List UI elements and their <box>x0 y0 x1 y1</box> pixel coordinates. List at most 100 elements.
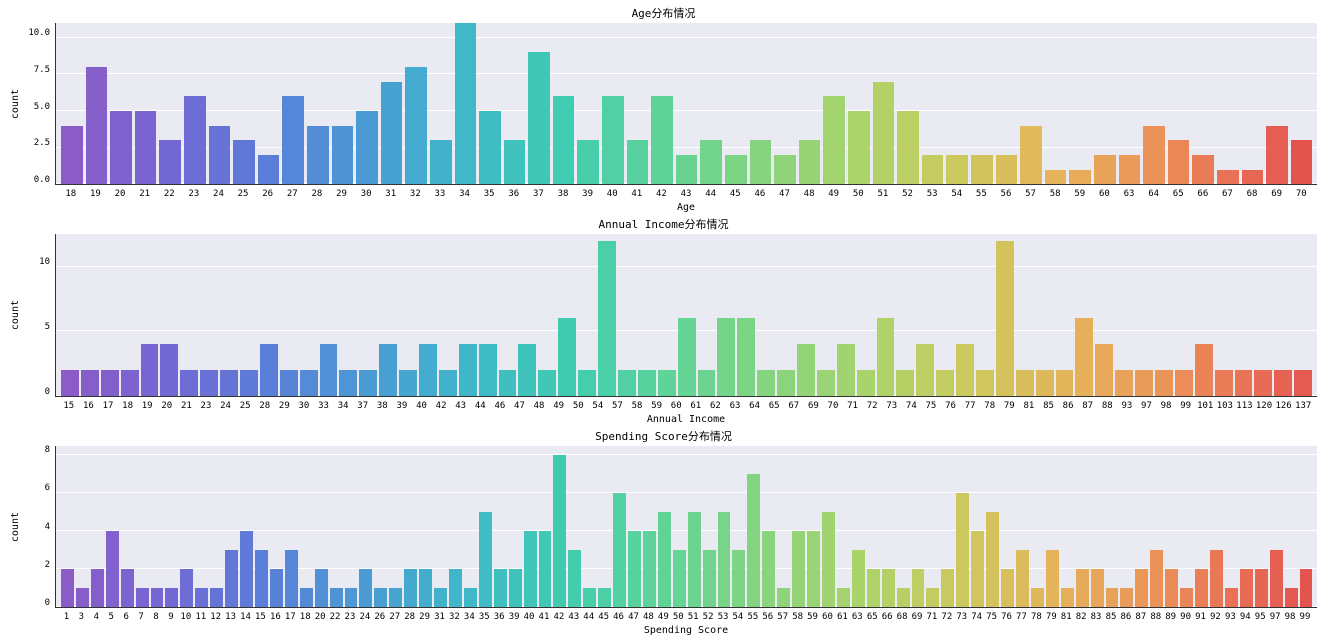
plot-area <box>55 446 1317 608</box>
x-tick: 67 <box>1217 189 1239 199</box>
bar <box>359 370 377 396</box>
x-tick: 48 <box>642 612 655 622</box>
bar <box>106 531 119 607</box>
plot-area <box>55 23 1317 185</box>
x-tick: 69 <box>911 612 924 622</box>
x-tick: 50 <box>848 189 870 199</box>
x-tick: 51 <box>687 612 700 622</box>
bar <box>867 569 880 607</box>
y-tick: 7.5 <box>34 65 50 75</box>
bar <box>912 569 925 607</box>
x-tick: 28 <box>306 189 328 199</box>
bar <box>1119 155 1141 184</box>
x-tick: 66 <box>881 612 894 622</box>
x-tick: 52 <box>702 612 715 622</box>
x-tick: 79 <box>1001 401 1019 411</box>
bar <box>345 588 358 607</box>
x-tick: 52 <box>897 189 919 199</box>
bar <box>897 111 919 184</box>
x-tick: 50 <box>569 401 587 411</box>
x-tick: 44 <box>700 189 722 199</box>
bar <box>455 23 477 184</box>
x-axis: 1819202122232425262728293031323334353637… <box>55 185 1317 199</box>
x-tick: 95 <box>1254 612 1267 622</box>
bar <box>807 531 820 607</box>
bar <box>399 370 417 396</box>
bar <box>101 370 119 396</box>
x-tick: 67 <box>785 401 803 411</box>
bar <box>356 111 378 184</box>
x-tick: 48 <box>798 189 820 199</box>
x-tick: 49 <box>550 401 568 411</box>
x-tick: 54 <box>589 401 607 411</box>
chart-income: Annual Income分布情况count051015161718192021… <box>10 216 1317 424</box>
bar <box>797 344 815 396</box>
x-tick: 15 <box>60 401 78 411</box>
bar <box>1235 370 1253 396</box>
bar <box>121 370 139 396</box>
x-tick: 46 <box>491 401 509 411</box>
x-tick: 23 <box>183 189 205 199</box>
bar <box>280 370 298 396</box>
bar <box>379 344 397 396</box>
bar <box>1016 550 1029 607</box>
bar <box>61 569 74 607</box>
x-tick: 76 <box>942 401 960 411</box>
x-tick: 27 <box>281 189 303 199</box>
x-tick: 92 <box>1209 612 1222 622</box>
bar <box>1294 370 1312 396</box>
x-tick: 98 <box>1284 612 1297 622</box>
x-tick: 30 <box>355 189 377 199</box>
bar <box>857 370 875 396</box>
x-tick: 39 <box>577 189 599 199</box>
x-tick: 19 <box>85 189 107 199</box>
bar <box>837 344 855 396</box>
bar <box>568 550 581 607</box>
x-tick: 1 <box>60 612 73 622</box>
bar <box>479 111 501 184</box>
bar <box>307 126 329 185</box>
x-tick: 93 <box>1118 401 1136 411</box>
bar <box>1254 370 1272 396</box>
x-tick: 54 <box>946 189 968 199</box>
bar <box>848 111 870 184</box>
x-tick: 38 <box>374 401 392 411</box>
x-tick: 65 <box>1167 189 1189 199</box>
bar <box>1168 140 1190 184</box>
bar <box>300 370 318 396</box>
x-tick: 17 <box>284 612 297 622</box>
bar <box>332 126 354 185</box>
y-tick: 2 <box>45 560 50 570</box>
bar <box>121 569 134 607</box>
x-tick: 24 <box>208 189 230 199</box>
bar <box>449 569 462 607</box>
x-tick: 37 <box>354 401 372 411</box>
x-tick: 47 <box>774 189 796 199</box>
bar <box>1036 370 1054 396</box>
x-tick: 18 <box>119 401 137 411</box>
x-tick: 44 <box>471 401 489 411</box>
x-tick: 27 <box>388 612 401 622</box>
bar <box>956 344 974 396</box>
bar <box>1242 170 1264 185</box>
bar <box>792 531 805 607</box>
x-tick: 57 <box>609 401 627 411</box>
bar <box>61 370 79 396</box>
bar <box>524 531 537 607</box>
x-tick: 30 <box>295 401 313 411</box>
bar <box>976 370 994 396</box>
bar <box>381 82 403 185</box>
y-axis-label: count <box>10 300 25 330</box>
x-tick: 81 <box>1020 401 1038 411</box>
x-tick: 75 <box>985 612 998 622</box>
x-axis: 1516171819202123242528293033343738394042… <box>55 397 1317 411</box>
bar <box>1274 370 1292 396</box>
x-tick: 23 <box>197 401 215 411</box>
x-tick: 45 <box>597 612 610 622</box>
bar <box>1045 170 1067 185</box>
chart-title: Spending Score分布情况 <box>10 428 1317 444</box>
x-tick: 74 <box>903 401 921 411</box>
bar <box>255 550 268 607</box>
x-tick: 29 <box>418 612 431 622</box>
x-tick: 58 <box>791 612 804 622</box>
